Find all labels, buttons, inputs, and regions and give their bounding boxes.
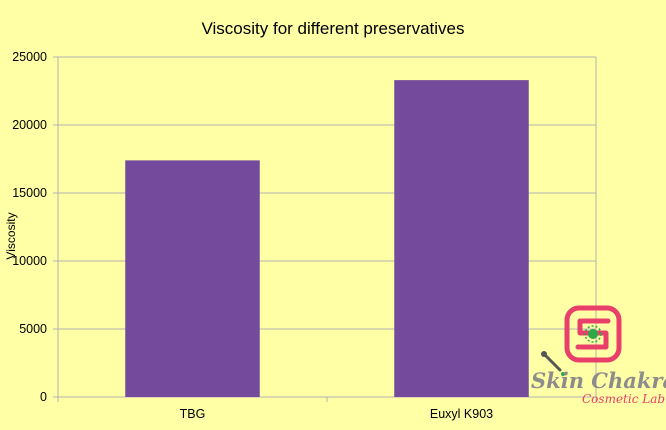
y-tick-label: 20000 — [12, 118, 47, 132]
y-axis-ticks: 0 5000 10000 15000 20000 25000 — [12, 50, 58, 404]
y-tick-label: 0 — [40, 390, 47, 404]
x-tick-label: Euxyl K903 — [430, 407, 493, 421]
x-tick-label: TBG — [180, 407, 206, 421]
bars — [125, 80, 529, 398]
bar-tbg — [125, 160, 260, 397]
y-axis-label: Viscosity — [4, 212, 18, 259]
y-tick-label: 10000 — [12, 254, 47, 268]
bar-euxyl-k903 — [394, 80, 529, 398]
logo-tagline: Cosmetic Lab — [582, 392, 665, 406]
y-tick-label: 5000 — [19, 322, 47, 336]
logo-name: Skin Chakra — [531, 368, 666, 393]
skin-chakra-logo: Skin Chakra Cosmetic Lab — [531, 305, 666, 406]
logo-emblem-icon — [564, 305, 622, 363]
y-tick-label: 25000 — [12, 50, 47, 64]
chart-title: Viscosity for different preservatives — [202, 19, 465, 38]
y-tick-label: 15000 — [12, 186, 47, 200]
dropper-icon — [541, 351, 565, 376]
x-axis-ticks: TBG Euxyl K903 — [57, 397, 597, 421]
